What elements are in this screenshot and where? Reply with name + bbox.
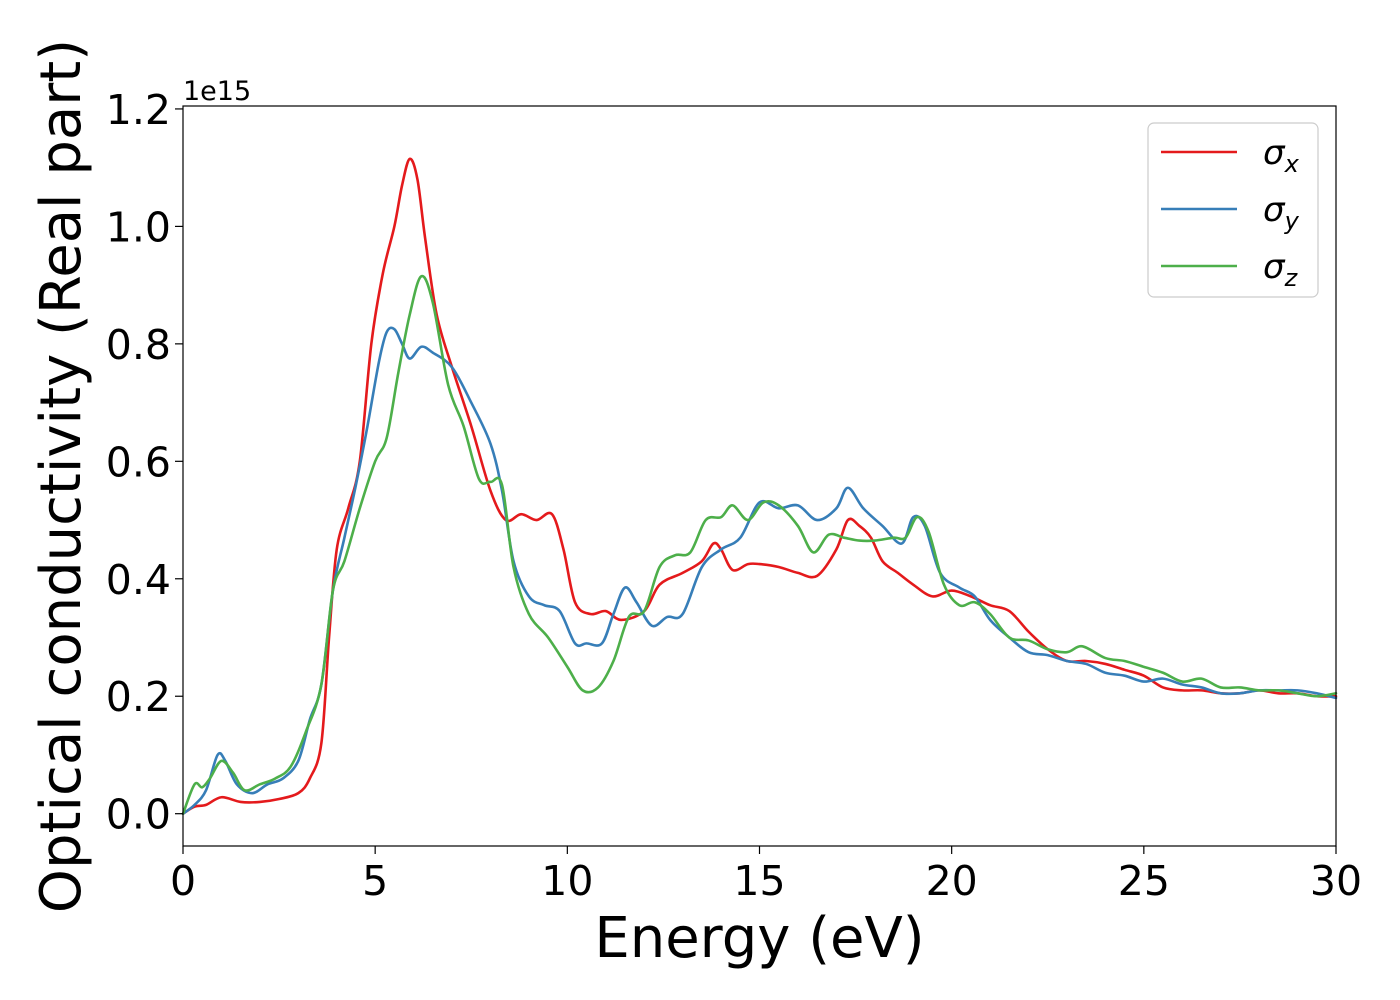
x-tick-label: 25	[1118, 857, 1170, 905]
legend-label-base: σ	[1263, 133, 1286, 173]
x-tick-label: 0	[170, 857, 196, 905]
legend-label-y: σy	[1263, 190, 1300, 235]
y-tick-label: 0.4	[106, 556, 171, 604]
legend-label-base: σ	[1263, 190, 1286, 230]
y-tick-label: 0.8	[106, 321, 171, 369]
legend-label-subscript: z	[1284, 264, 1299, 292]
x-tick-label: 30	[1310, 857, 1362, 905]
x-axis-title: Energy (eV)	[594, 906, 924, 971]
y-tick-label: 0.2	[106, 673, 171, 721]
y-tick-label: 1.2	[106, 86, 171, 134]
legend-label-subscript: y	[1284, 207, 1300, 235]
y-tick-label: 1.0	[106, 203, 171, 251]
y-tick-label: 0.0	[106, 791, 171, 839]
y-axis: 0.0 0.2 0.4 0.6 0.8 1.0 1.2	[106, 86, 183, 839]
series-line-z	[181, 274, 1338, 815]
y-tick-label: 0.6	[106, 438, 171, 486]
x-tick-label: 10	[541, 857, 593, 905]
series-line-x	[181, 157, 1338, 815]
y-offset-label: 1e15	[183, 76, 251, 107]
y-axis-title: Optical conductivity (Real part)	[29, 39, 94, 913]
series-layer	[181, 157, 1338, 815]
x-tick-label: 20	[926, 857, 978, 905]
plot-area	[183, 106, 1336, 846]
x-tick-label: 5	[362, 857, 388, 905]
legend-label-subscript: x	[1284, 150, 1300, 178]
legend-label-z: σz	[1263, 247, 1299, 292]
series-line-y	[181, 326, 1338, 815]
x-tick-label: 15	[733, 857, 785, 905]
legend-label-base: σ	[1263, 247, 1286, 287]
x-axis: 0 5 10 15 20 25 30	[170, 846, 1362, 905]
legend-label-x: σx	[1263, 133, 1300, 178]
